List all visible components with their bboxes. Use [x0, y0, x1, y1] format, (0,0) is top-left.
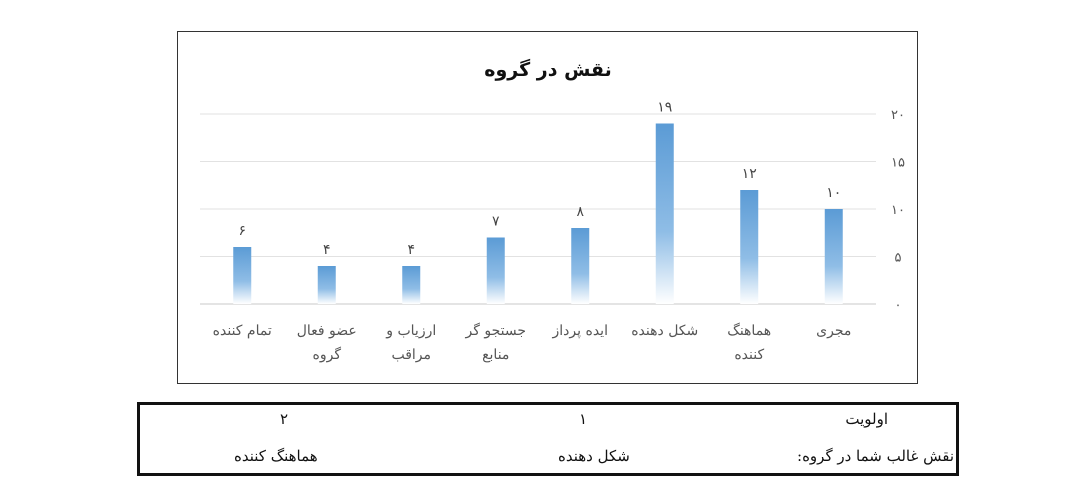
priority-label: اولویت [845, 410, 888, 428]
bar [824, 209, 843, 304]
bar [233, 247, 252, 304]
category-label: عضو فعال [297, 323, 357, 339]
category-label: تمام کننده [213, 323, 272, 339]
bar [740, 190, 759, 304]
category-label: هماهنگ [727, 322, 771, 339]
y-tick-label: ۰ [895, 298, 902, 313]
data-label: ۱۹ [657, 100, 672, 116]
bar [402, 266, 421, 304]
chart-frame: نقش در گروه ۱۰ ۱۲ ۱۹ ۸ ۷ ۴ ۴ ۶ مجری هماهنگ کننده ش… [177, 31, 918, 384]
y-tick-label: ۲۰ [891, 108, 905, 123]
data-label: ۴ [407, 242, 415, 258]
bar [655, 123, 674, 304]
category-label: کننده [734, 347, 764, 363]
data-label: ۶ [238, 223, 246, 239]
category-label: ارزیاب و [385, 323, 436, 339]
data-label: ۸ [576, 204, 584, 220]
y-tick-label: ۵ [895, 251, 902, 266]
priority-table: اولویت ۱ ۲ نقش غالب شما در گروه: شکل دهن… [137, 402, 959, 476]
data-label: ۷ [492, 214, 500, 230]
category-label: شکل دهنده [631, 323, 698, 339]
role-2: هماهنگ کننده [234, 447, 318, 465]
category-label: مراقب [391, 347, 431, 363]
bar [571, 228, 590, 304]
role-label: نقش غالب شما در گروه: [797, 447, 954, 465]
bar-chart: نقش در گروه ۱۰ ۱۲ ۱۹ ۸ ۷ ۴ ۴ ۶ مجری هماهنگ کننده ش… [200, 58, 905, 363]
category-label: مجری [816, 323, 851, 339]
category-label: منابع [482, 347, 509, 363]
priority-1: ۱ [579, 410, 588, 428]
data-label: ۴ [323, 242, 331, 258]
bar [486, 237, 505, 304]
category-label: جستجو گر [465, 322, 526, 339]
data-label: ۱۲ [742, 166, 757, 182]
category-label: ایده پرداز [552, 323, 608, 339]
priority-2: ۲ [280, 410, 289, 428]
y-tick-label: ۱۵ [891, 156, 905, 171]
bar [317, 266, 336, 304]
role-1: شکل دهنده [558, 447, 630, 465]
y-tick-label: ۱۰ [891, 203, 905, 218]
category-label: گروه [313, 346, 342, 363]
data-label: ۱۰ [826, 185, 841, 201]
chart-title: نقش در گروه [484, 58, 611, 81]
